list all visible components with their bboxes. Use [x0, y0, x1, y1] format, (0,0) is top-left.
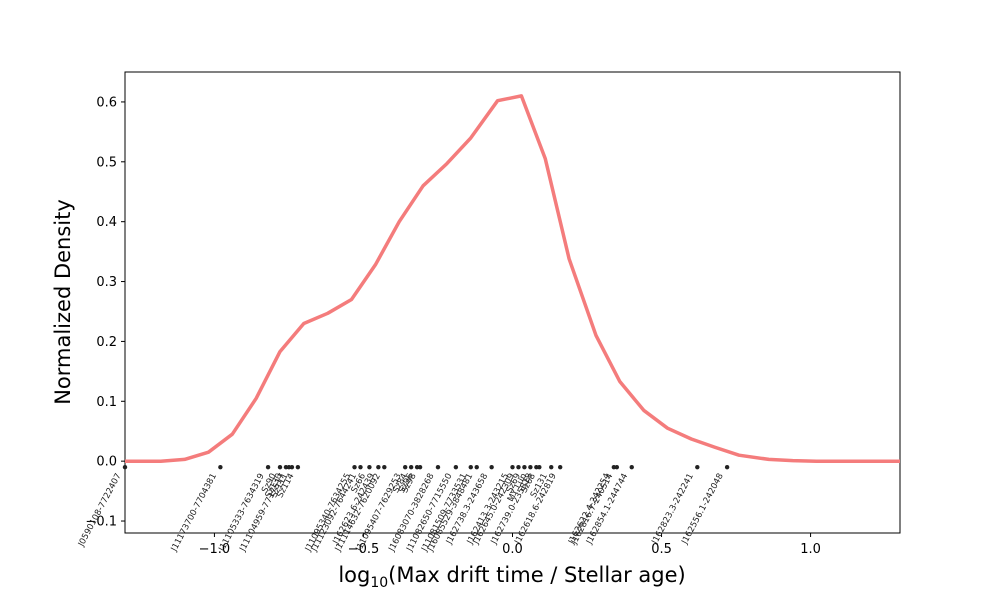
source-marker: [265, 464, 271, 470]
source-marker: [474, 464, 479, 470]
source-marker: [522, 464, 527, 470]
y-axis-title: Normalized Density: [51, 199, 75, 405]
source-marker: [537, 464, 542, 470]
y-tick-label: 0.2: [96, 335, 117, 350]
y-tick-label: 0.5: [96, 155, 117, 170]
source-marker: [289, 464, 295, 470]
source-marker: [408, 464, 414, 470]
source-marker: [453, 464, 459, 470]
source-marker: [376, 464, 381, 470]
source-marker: [489, 464, 494, 470]
y-tick-label: 0.4: [96, 215, 117, 230]
source-marker: [218, 464, 223, 470]
source-marker: [629, 464, 634, 470]
y-tick-label: 0.6: [96, 95, 117, 110]
x-tick-label: 1.0: [800, 542, 821, 557]
x-tick-label: −1.0: [199, 542, 231, 557]
y-tick-label: −0.1: [85, 515, 117, 530]
y-tick-label: 0.3: [96, 275, 117, 290]
y-axis-ticks: −0.1 0.0 0.1 0.2 0.3 0.4 0.5 0.6: [85, 95, 125, 530]
source-marker: [557, 464, 563, 470]
plot-frame: [124, 71, 901, 534]
density-series: [125, 94, 900, 463]
y-tick-label: 0.0: [96, 455, 117, 470]
source-marker: [724, 464, 730, 470]
source-marker: [468, 464, 473, 470]
source-marker: [614, 464, 620, 470]
source-marker: [295, 464, 301, 470]
x-axis-title: log10(Max drift time / Stellar age): [338, 563, 685, 591]
source-marker: [277, 464, 283, 470]
source-marker: [402, 464, 408, 470]
source-marker: [435, 464, 441, 470]
source-marker: [367, 464, 372, 470]
source-marker: [382, 464, 387, 470]
source-label: J0590108-7722407: [76, 472, 123, 549]
source-marker: [528, 464, 533, 470]
source-marker: [516, 464, 521, 470]
source-marker: [122, 464, 128, 470]
x-axis-ticks: −1.0 −0.5 0.0 0.5 1.0: [199, 533, 821, 557]
x-tick-label: −0.5: [348, 542, 380, 557]
source-marker: [549, 464, 554, 470]
density-curve: [125, 94, 900, 463]
source-marker: [510, 464, 515, 470]
source-marker: [358, 464, 363, 470]
y-tick-label: 0.1: [96, 395, 117, 410]
x-tick-label: 0.0: [502, 542, 523, 557]
source-marker: [695, 464, 700, 470]
x-tick-label: 0.5: [651, 542, 672, 557]
source-marker: [352, 464, 357, 470]
source-marker: [417, 464, 423, 470]
